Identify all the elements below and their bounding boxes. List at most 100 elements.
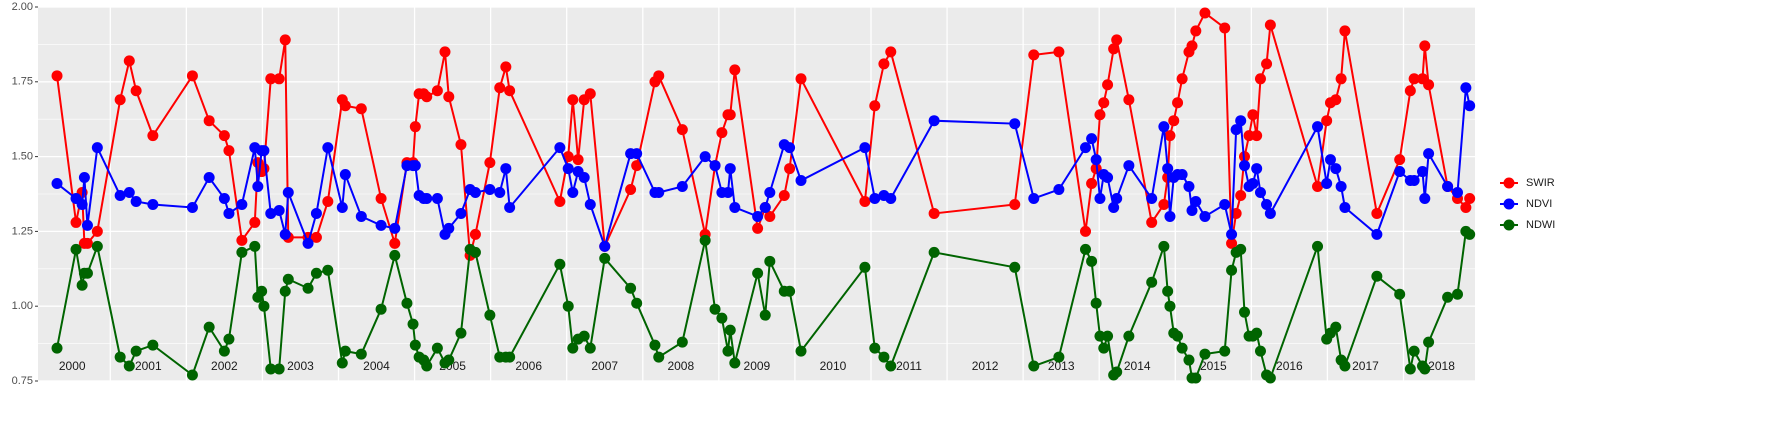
point — [78, 172, 90, 184]
point — [273, 73, 285, 85]
point — [1235, 115, 1247, 127]
year-label: 2012 — [972, 359, 999, 373]
point — [355, 210, 367, 222]
point — [407, 318, 419, 330]
point — [273, 363, 285, 375]
point — [1239, 160, 1251, 172]
point — [375, 219, 387, 231]
point — [1186, 204, 1198, 216]
point — [409, 121, 421, 133]
point — [130, 345, 142, 357]
year-label: 2001 — [135, 359, 162, 373]
point — [653, 187, 665, 199]
point — [186, 201, 198, 213]
point — [375, 192, 387, 204]
point — [676, 336, 688, 348]
point — [1158, 198, 1170, 210]
year-label: 2006 — [515, 359, 542, 373]
point — [1158, 240, 1170, 252]
point — [114, 94, 126, 106]
point — [1464, 100, 1476, 112]
point — [1442, 181, 1454, 193]
legend-marker — [1503, 219, 1515, 231]
point — [1162, 285, 1174, 297]
point — [1164, 210, 1176, 222]
point — [81, 237, 93, 249]
point — [649, 339, 661, 351]
point — [91, 225, 103, 237]
point — [631, 160, 643, 172]
point — [302, 237, 314, 249]
point — [1168, 115, 1180, 127]
point — [1226, 237, 1238, 249]
point — [859, 142, 871, 154]
point — [1226, 264, 1238, 276]
point — [1330, 94, 1342, 106]
point — [1235, 189, 1247, 201]
point — [722, 345, 734, 357]
point — [1176, 169, 1188, 181]
point — [578, 330, 590, 342]
point — [1111, 192, 1123, 204]
point — [567, 187, 579, 199]
point — [1146, 276, 1158, 288]
point — [1183, 181, 1195, 193]
point — [265, 207, 277, 219]
point — [1176, 342, 1188, 354]
point — [431, 85, 443, 97]
point — [709, 303, 721, 315]
point — [676, 181, 688, 193]
point — [653, 70, 665, 82]
point — [1080, 243, 1092, 255]
point — [1009, 261, 1021, 273]
point — [339, 100, 351, 112]
point — [500, 61, 512, 73]
point — [421, 91, 433, 103]
point — [1312, 121, 1324, 133]
point — [1330, 321, 1342, 333]
point — [631, 148, 643, 160]
point — [1408, 345, 1420, 357]
point — [130, 195, 142, 207]
point — [1394, 288, 1406, 300]
point — [1123, 330, 1135, 342]
point — [1176, 73, 1188, 85]
point — [562, 163, 574, 175]
point — [302, 282, 314, 294]
point — [878, 351, 890, 363]
point — [1111, 366, 1123, 378]
point — [1080, 142, 1092, 154]
point — [928, 207, 940, 219]
point — [1199, 210, 1211, 222]
point — [1419, 40, 1431, 52]
point — [578, 172, 590, 184]
year-label: 2017 — [1352, 359, 1379, 373]
point — [1102, 79, 1114, 91]
point — [203, 321, 215, 333]
point — [484, 157, 496, 169]
point — [1162, 163, 1174, 175]
point — [310, 267, 322, 279]
point — [1254, 187, 1266, 199]
point — [1404, 363, 1416, 375]
point — [455, 139, 467, 151]
point — [223, 145, 235, 157]
point — [764, 210, 776, 222]
point — [869, 100, 881, 112]
point — [1146, 192, 1158, 204]
year-label: 2008 — [667, 359, 694, 373]
point — [1186, 40, 1198, 52]
point — [1423, 336, 1435, 348]
point — [1371, 270, 1383, 282]
point — [355, 103, 367, 115]
point — [699, 234, 711, 246]
point — [375, 303, 387, 315]
point — [1312, 240, 1324, 252]
year-label: 2013 — [1048, 359, 1075, 373]
point — [1094, 192, 1106, 204]
point — [114, 351, 126, 363]
point — [885, 360, 897, 372]
point — [1442, 291, 1454, 303]
point — [1108, 43, 1120, 55]
point — [236, 246, 248, 258]
